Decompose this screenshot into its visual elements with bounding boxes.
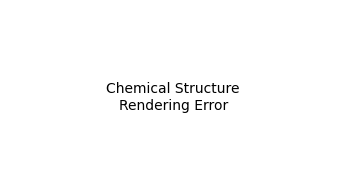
Text: Chemical Structure
Rendering Error: Chemical Structure Rendering Error	[106, 82, 240, 113]
